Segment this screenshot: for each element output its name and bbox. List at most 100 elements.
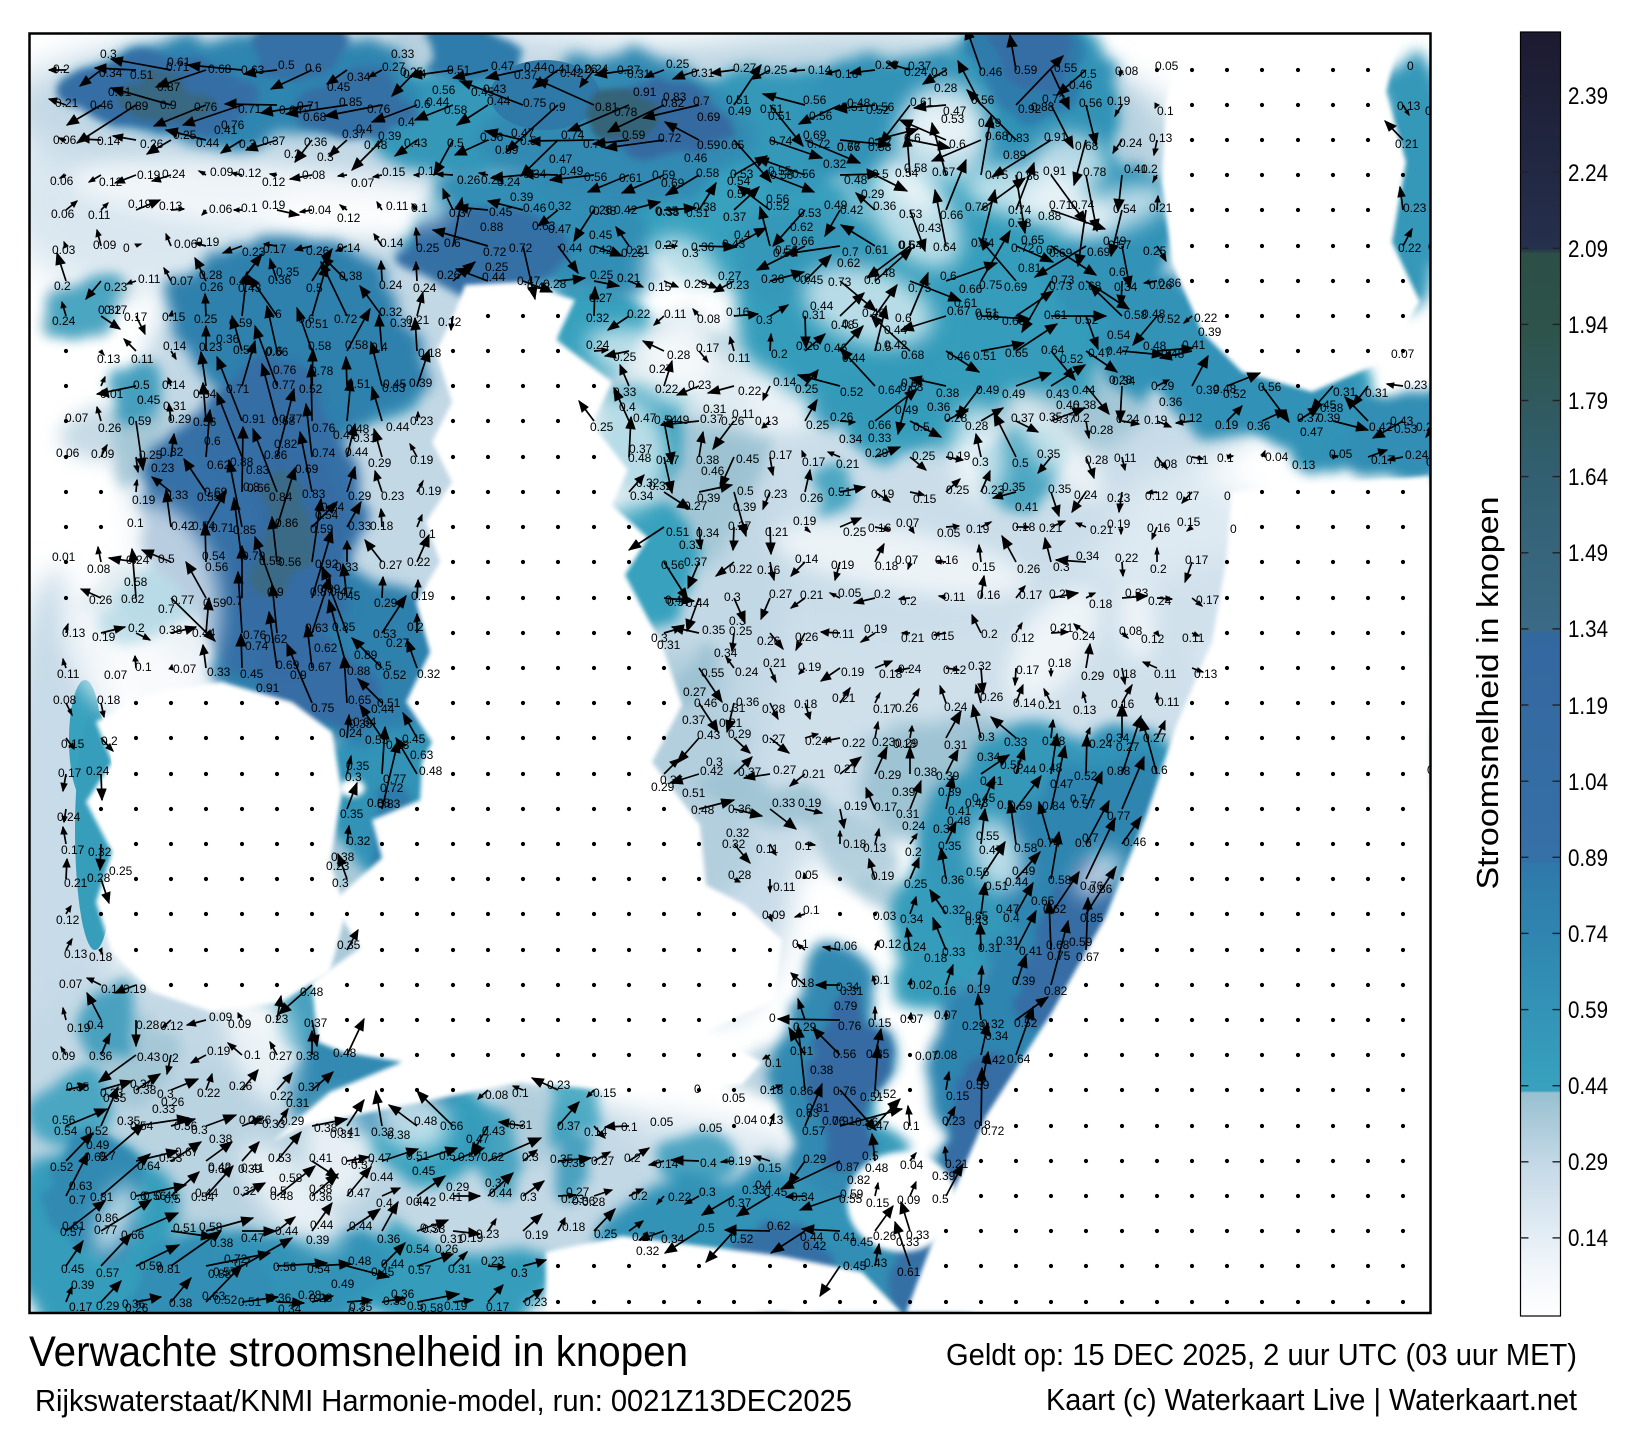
- svg-text:0.19: 0.19: [525, 1228, 549, 1242]
- svg-text:0.2: 0.2: [128, 621, 145, 635]
- svg-text:0.35: 0.35: [1048, 482, 1072, 496]
- svg-text:0.23: 0.23: [524, 1295, 548, 1309]
- svg-text:0.19: 0.19: [864, 622, 888, 636]
- svg-text:0.5: 0.5: [737, 484, 754, 498]
- svg-text:0.19: 0.19: [132, 493, 156, 507]
- svg-text:0.34: 0.34: [836, 980, 860, 994]
- svg-text:0.56: 0.56: [584, 170, 608, 184]
- svg-text:0.69: 0.69: [1004, 280, 1028, 294]
- svg-text:0.27: 0.27: [769, 587, 793, 601]
- svg-text:0.45: 0.45: [137, 393, 161, 407]
- svg-text:0.67: 0.67: [932, 165, 956, 179]
- svg-text:0.08: 0.08: [53, 693, 77, 707]
- svg-text:0.23: 0.23: [476, 1227, 500, 1241]
- svg-text:0.33: 0.33: [906, 1228, 930, 1242]
- svg-text:0.62: 0.62: [121, 592, 145, 606]
- svg-text:0.3: 0.3: [931, 65, 948, 79]
- svg-text:0.4: 0.4: [619, 400, 636, 414]
- svg-text:0.39: 0.39: [510, 190, 534, 204]
- svg-text:0.38: 0.38: [914, 765, 938, 779]
- svg-text:0.1: 0.1: [419, 527, 436, 541]
- svg-text:0.9: 0.9: [290, 668, 307, 682]
- svg-text:0.7: 0.7: [69, 1193, 86, 1207]
- svg-text:0.25: 0.25: [912, 449, 936, 463]
- svg-text:0.24: 0.24: [1405, 448, 1429, 462]
- svg-text:0.1: 0.1: [241, 201, 258, 215]
- svg-text:0.18: 0.18: [893, 737, 917, 751]
- svg-text:0.44: 0.44: [524, 60, 548, 74]
- svg-text:0.48: 0.48: [419, 764, 443, 778]
- svg-text:0.35: 0.35: [1002, 480, 1026, 494]
- svg-text:0.07: 0.07: [896, 516, 920, 530]
- svg-text:0.86: 0.86: [264, 448, 288, 462]
- svg-text:0.21: 0.21: [1149, 201, 1173, 215]
- svg-text:0.3: 0.3: [191, 1123, 208, 1137]
- svg-text:0.47: 0.47: [241, 1231, 265, 1245]
- svg-text:0.42: 0.42: [589, 243, 613, 257]
- svg-text:0.6: 0.6: [1109, 265, 1126, 279]
- svg-text:2.39: 2.39: [1568, 83, 1608, 110]
- svg-text:0.38: 0.38: [133, 1083, 157, 1097]
- svg-text:0.91: 0.91: [242, 412, 266, 426]
- svg-text:0.9: 0.9: [549, 100, 566, 114]
- svg-text:0.36: 0.36: [927, 400, 951, 414]
- svg-text:0.83: 0.83: [1006, 131, 1030, 145]
- svg-text:0.31: 0.31: [448, 1262, 472, 1276]
- svg-text:0.44: 0.44: [345, 445, 369, 459]
- svg-text:0.33: 0.33: [742, 1183, 766, 1197]
- svg-text:0.29: 0.29: [962, 1019, 986, 1033]
- svg-text:0.57: 0.57: [408, 1263, 432, 1277]
- svg-text:0.5: 0.5: [727, 187, 744, 201]
- svg-text:0.6: 0.6: [444, 236, 461, 250]
- svg-text:0.26: 0.26: [1017, 562, 1041, 576]
- svg-text:0.91: 0.91: [633, 85, 657, 99]
- svg-text:0.58: 0.58: [199, 1220, 223, 1234]
- svg-text:0.4: 0.4: [376, 1196, 393, 1210]
- svg-text:0.62: 0.62: [481, 1150, 505, 1164]
- svg-text:0.27: 0.27: [683, 685, 707, 699]
- svg-text:0.28: 0.28: [1090, 423, 1114, 437]
- svg-text:0.57: 0.57: [96, 1266, 120, 1280]
- svg-text:0.28: 0.28: [934, 81, 958, 95]
- svg-text:0.83: 0.83: [246, 463, 270, 477]
- svg-text:0.43: 0.43: [404, 136, 428, 150]
- svg-text:0.51: 0.51: [666, 525, 690, 539]
- svg-text:0.47: 0.47: [1050, 777, 1074, 791]
- svg-text:0.91: 0.91: [1043, 164, 1067, 178]
- svg-text:0.54: 0.54: [895, 166, 919, 180]
- svg-text:0.11: 0.11: [832, 627, 855, 641]
- svg-text:0.85: 0.85: [1080, 911, 1104, 925]
- svg-text:0.06: 0.06: [56, 446, 80, 460]
- svg-text:0.61: 0.61: [760, 102, 784, 116]
- svg-text:0.5: 0.5: [872, 167, 889, 181]
- svg-text:0.37: 0.37: [1011, 411, 1035, 425]
- svg-text:0.44: 0.44: [371, 702, 395, 716]
- svg-text:0.19: 0.19: [1215, 418, 1239, 432]
- svg-text:0.77: 0.77: [1107, 809, 1131, 823]
- svg-text:0.37: 0.37: [700, 412, 724, 426]
- svg-text:0.5: 0.5: [862, 1149, 879, 1163]
- svg-text:0.27: 0.27: [649, 362, 673, 376]
- svg-text:0.26: 0.26: [200, 280, 224, 294]
- svg-text:0.06: 0.06: [209, 202, 233, 216]
- svg-text:0: 0: [1407, 59, 1414, 73]
- svg-text:0.5: 0.5: [447, 136, 464, 150]
- svg-text:0.65: 0.65: [721, 138, 745, 152]
- svg-text:0.13: 0.13: [1292, 458, 1316, 472]
- svg-text:0.1: 0.1: [792, 937, 809, 951]
- svg-text:0.22: 0.22: [627, 307, 651, 321]
- svg-text:0.5: 0.5: [270, 1184, 287, 1198]
- svg-text:0.54: 0.54: [406, 1242, 430, 1256]
- svg-text:0.05: 0.05: [1155, 59, 1179, 73]
- svg-text:0.28: 0.28: [728, 868, 752, 882]
- svg-text:0.45: 0.45: [402, 732, 426, 746]
- svg-text:0.76: 0.76: [965, 200, 989, 214]
- svg-text:0.28: 0.28: [1109, 373, 1133, 387]
- svg-text:0.59: 0.59: [128, 414, 152, 428]
- svg-text:0.12: 0.12: [438, 315, 462, 329]
- svg-text:0.3: 0.3: [706, 755, 723, 769]
- svg-text:0.1: 0.1: [803, 903, 820, 917]
- svg-text:0.11: 0.11: [131, 352, 154, 366]
- svg-text:0.3: 0.3: [682, 246, 699, 260]
- svg-text:0.49: 0.49: [560, 164, 584, 178]
